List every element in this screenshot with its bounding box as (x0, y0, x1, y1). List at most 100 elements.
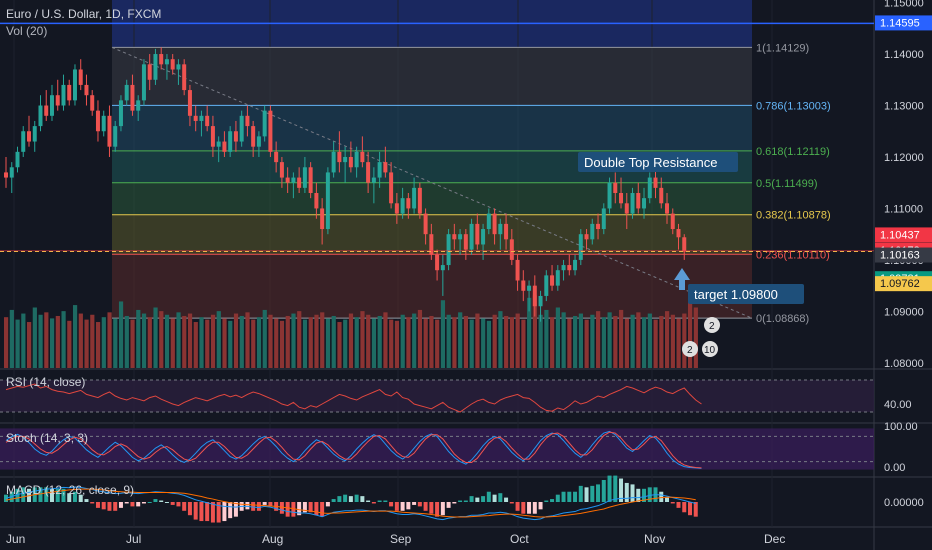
volume-bar (446, 314, 451, 368)
volume-bar (182, 315, 187, 368)
macd-histogram-bar (498, 493, 503, 502)
macd-histogram-bar (509, 502, 514, 504)
macd-histogram-bar (176, 502, 181, 507)
macd-histogram-bar (573, 491, 578, 502)
macd-pane[interactable]: MACD (12, 26, close, 9) 0.00000 (4, 475, 924, 523)
macd-histogram-bar (147, 502, 152, 503)
volume-bar (406, 317, 411, 368)
candle-body (4, 172, 8, 178)
chart-overlays (0, 22, 874, 253)
candle-body (412, 187, 417, 209)
candle-body (15, 151, 20, 168)
volume-bar (118, 301, 124, 368)
price-tick-label: 1.13000 (884, 101, 924, 113)
volume-bar (601, 317, 606, 368)
volume-bar (61, 311, 66, 368)
macd-histogram-bar (130, 502, 135, 507)
volume-bar (659, 315, 664, 368)
event-badge-icon[interactable] (704, 317, 720, 333)
macd-histogram-bar (44, 487, 49, 502)
time-tick-label: Aug (262, 532, 283, 546)
volume-bar (199, 317, 204, 368)
volume-bar (532, 295, 538, 368)
volume-bar (486, 320, 492, 368)
volume-bar (210, 314, 216, 368)
candle-body (210, 126, 215, 147)
fibonacci-retracement[interactable]: 1(1.14129) 0.786(1.13003) 0.618(1.12119) 0.… (111, 42, 831, 325)
macd-histogram-bar (371, 502, 376, 504)
volume-bar (555, 307, 560, 368)
candle-body (274, 151, 279, 163)
candle-body (302, 167, 307, 188)
candle-body (141, 64, 146, 101)
candle-body (245, 115, 250, 127)
macd-histogram-bar (308, 502, 313, 513)
volume-bar (325, 318, 331, 368)
volume-bar (550, 317, 555, 368)
macd-histogram-bar (101, 502, 106, 510)
macd-histogram-bar (636, 488, 641, 502)
time-tick-label: Jul (126, 532, 141, 546)
candle-body (291, 177, 296, 183)
candle-body (61, 84, 66, 106)
fib-level-label: 0.236(1.10110) (756, 249, 830, 261)
macd-histogram-bar (205, 502, 210, 522)
candle-body (222, 141, 227, 152)
macd-histogram-bar (630, 484, 635, 502)
candle-body (486, 213, 491, 230)
macd-histogram-bar (590, 485, 595, 502)
resistance-annotation[interactable]: Double Top Resistance (578, 152, 738, 172)
volume-bar (67, 320, 72, 368)
stoch-pane[interactable]: Stoch (14, 3, 3) 100.00 0.00 (0, 421, 918, 474)
volume-bar (141, 313, 147, 368)
volume-bar (343, 319, 348, 368)
price-axis[interactable]: 1.150001.140001.130001.120001.110001.100… (875, 0, 932, 370)
rsi-pane[interactable]: RSI (14, close) 40.00 (0, 375, 912, 413)
volume-bar (400, 314, 405, 368)
candle-body (164, 59, 169, 65)
candle-body (113, 126, 118, 147)
macd-histogram-bar (170, 502, 175, 505)
macd-histogram-bar (61, 488, 66, 502)
macd-histogram-bar (210, 502, 215, 523)
macd-histogram-bar (193, 502, 198, 520)
macd-histogram-bar (383, 500, 388, 502)
event-badge-icon[interactable] (682, 341, 698, 357)
volume-bar (205, 319, 210, 368)
macd-histogram-bar (642, 488, 647, 502)
macd-histogram-bar (429, 502, 434, 514)
time-axis[interactable]: Jun Jul Aug Sep Oct Nov Dec (6, 532, 785, 546)
rsi-title: RSI (14, close) (6, 375, 85, 389)
volume-bar (302, 319, 308, 368)
volume-bar (504, 315, 509, 368)
volume-bar (412, 313, 417, 368)
event-badge-icon[interactable] (702, 341, 718, 357)
macd-histogram-bar (72, 491, 77, 502)
macd-histogram-bar (55, 488, 60, 502)
candle-body (383, 162, 388, 173)
volume-bar (153, 307, 158, 368)
fib-zone (112, 105, 752, 151)
macd-histogram-bar (389, 502, 394, 507)
price-label-text: 1.09762 (880, 278, 920, 290)
rsi-tick-label: 40.00 (884, 399, 912, 411)
volume-bar (124, 315, 129, 368)
volume-bar (613, 315, 618, 368)
macd-histogram-bar (354, 494, 359, 502)
price-tick-label: 1.12000 (884, 152, 924, 164)
target-label-text: target 1.09800 (694, 287, 778, 302)
candle-body (343, 156, 348, 163)
candle-body (285, 177, 290, 183)
macd-histogram-bar (153, 499, 158, 502)
candle-body (642, 198, 647, 209)
rsi-band (0, 380, 874, 412)
target-annotation[interactable]: target 1.09800 (674, 268, 804, 304)
macd-histogram-bar (90, 502, 95, 504)
candle-body (176, 64, 181, 70)
price-label-box (875, 247, 932, 263)
macd-histogram-bar (113, 502, 118, 511)
event-badges[interactable]: 2 2 10 (682, 317, 720, 357)
macd-histogram-bar (366, 500, 371, 502)
candle-body (360, 151, 365, 163)
